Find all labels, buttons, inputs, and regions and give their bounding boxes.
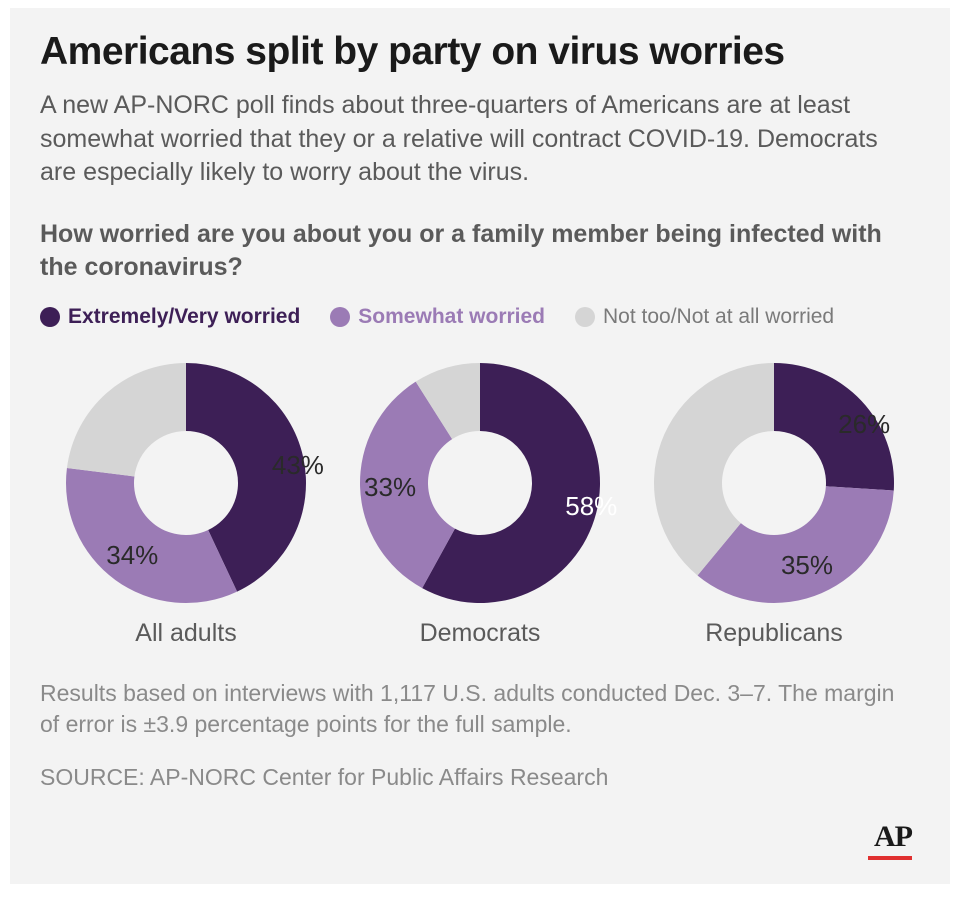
chart-label: Democrats [420,619,541,648]
pct-label-somewhat: 34% [106,540,158,571]
legend-item-nottoo: Not too/Not at all worried [575,305,834,329]
legend: Extremely/Very worried Somewhat worried … [40,305,920,329]
subhead: A new AP-NORC poll finds about three-qua… [40,89,920,190]
chart-column: 43%34%All adults [46,353,326,648]
ap-logo-bar [868,856,912,860]
donut-chart: 26% 35% [644,353,904,613]
pct-label-extremely: 58% [565,491,617,522]
chart-label: Republicans [705,619,843,648]
donut-chart: 43%34% [56,353,316,613]
chart-column: 26% 35% Republicans [634,353,914,648]
donut-chart: 58%33% [350,353,610,613]
source-line: SOURCE: AP-NORC Center for Public Affair… [40,764,920,791]
donut-slice-nottoo [67,363,186,476]
pct-label-somewhat: 33% [364,472,416,503]
methodology-note: Results based on interviews with 1,117 U… [40,678,920,740]
pct-label-somewhat: 35% [781,550,833,581]
chart-column: 58%33%Democrats [340,353,620,648]
legend-label: Somewhat worried [358,305,545,329]
charts-row: 43%34%All adults58%33%Democrats26%35%Rep… [40,353,920,648]
swatch-extremely [40,307,60,327]
chart-label: All adults [135,619,236,648]
legend-label: Extremely/Very worried [68,305,300,329]
donut-slice-somewhat [698,486,894,603]
legend-item-extremely: Extremely/Very worried [40,305,300,329]
legend-item-somewhat: Somewhat worried [330,305,545,329]
pct-label-extremely: 26% [838,409,890,440]
ap-logo: AP [868,820,912,860]
ap-logo-text: AP [874,820,912,854]
survey-question: How worried are you about you or a famil… [40,218,920,283]
headline: Americans split by party on virus worrie… [40,30,920,75]
pct-label-extremely: 43% [272,450,324,481]
swatch-nottoo [575,307,595,327]
legend-label: Not too/Not at all worried [603,305,834,329]
infographic-container: Americans split by party on virus worrie… [10,8,950,884]
swatch-somewhat [330,307,350,327]
